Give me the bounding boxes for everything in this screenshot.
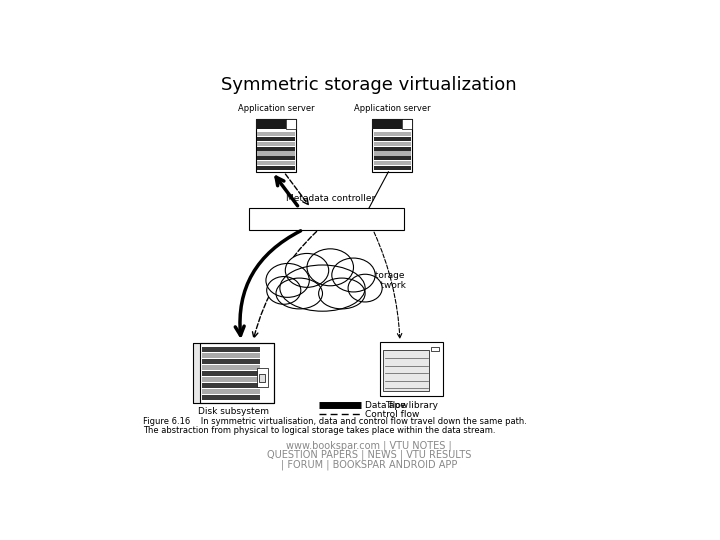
Text: The abstraction from physical to logical storage takes place within the data str: The abstraction from physical to logical… [143,426,495,435]
Bar [258,166,294,170]
Bar [256,119,296,172]
Bar [374,137,411,141]
Bar [374,161,411,165]
Ellipse shape [307,249,354,286]
Bar [202,395,260,400]
Text: Control flow: Control flow [365,410,420,419]
Text: Data flow: Data flow [365,401,408,410]
Text: www.bookspar.com | VTU NOTES |: www.bookspar.com | VTU NOTES | [286,441,452,451]
Bar [202,359,260,364]
Bar [258,132,294,136]
Bar [202,376,260,382]
Text: Disk subsystem: Disk subsystem [198,408,269,416]
Bar [256,119,286,129]
Ellipse shape [319,278,365,309]
Text: Storage
network: Storage network [369,271,406,290]
Text: Figure 6.16    In symmetric virtualisation, data and control flow travel down th: Figure 6.16 In symmetric virtualisation,… [143,417,526,427]
Bar [202,370,260,376]
Text: Tape library: Tape library [385,401,438,410]
Bar [374,146,411,151]
Bar [202,347,260,352]
Ellipse shape [280,265,365,311]
Bar [249,208,404,230]
Bar [202,389,260,394]
Bar [372,119,413,172]
Ellipse shape [285,253,329,287]
Ellipse shape [348,274,382,302]
Bar [193,343,274,403]
Text: QUESTION PAPERS | NEWS | VTU RESULTS: QUESTION PAPERS | NEWS | VTU RESULTS [267,450,471,460]
Bar [258,146,294,151]
Text: Application server: Application server [238,104,315,113]
Ellipse shape [276,278,323,309]
Bar [372,119,402,129]
Ellipse shape [266,264,310,298]
Bar [257,368,268,387]
Bar [258,157,294,160]
Bar [374,141,411,146]
Bar [286,119,296,129]
Ellipse shape [266,276,301,304]
Bar [258,151,294,156]
Bar [258,137,294,141]
Bar [374,151,411,156]
Text: Application server: Application server [354,104,431,113]
Text: Metadata controller: Metadata controller [286,194,375,204]
Bar [258,374,265,382]
Bar [202,353,260,358]
Bar [202,364,260,370]
Bar [374,166,411,170]
Bar [200,343,274,403]
Bar [383,350,429,392]
Bar [402,119,413,129]
Bar [193,343,200,403]
Bar [202,382,260,388]
Bar [258,141,294,146]
Bar [374,132,411,136]
Bar [258,161,294,165]
Ellipse shape [332,258,375,292]
Text: Symmetric storage virtualization: Symmetric storage virtualization [221,76,517,94]
Bar [431,347,438,351]
Text: | FORUM | BOOKSPAR ANDROID APP: | FORUM | BOOKSPAR ANDROID APP [281,459,457,470]
Bar [380,342,444,396]
Bar [374,157,411,160]
